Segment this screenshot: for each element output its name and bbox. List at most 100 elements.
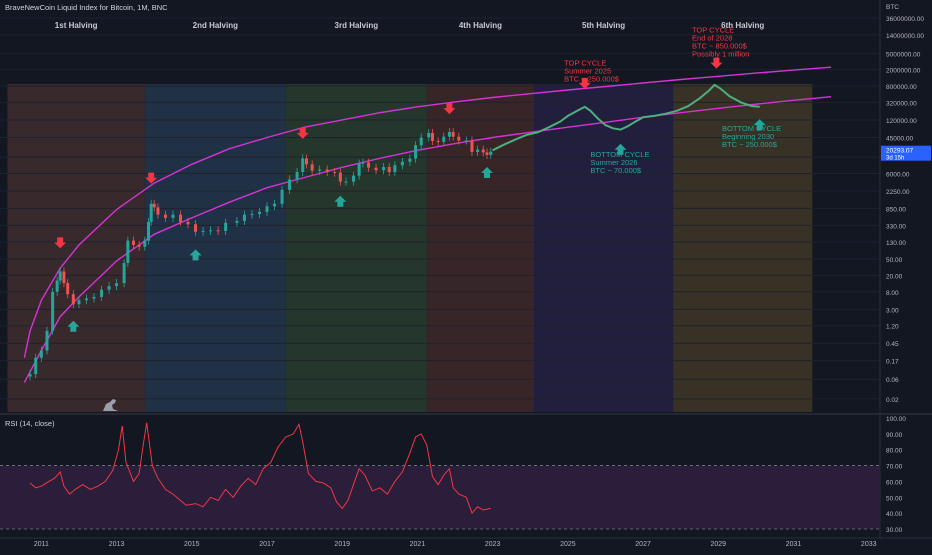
candle-body-44 <box>301 158 305 173</box>
top-arrow-2 <box>145 172 158 184</box>
price-tick-label-1: 14000000.00 <box>886 33 924 40</box>
candle-body-19 <box>132 240 136 245</box>
candle-body-38 <box>257 211 261 215</box>
top-arrow-5 <box>578 77 591 89</box>
annotation-top2028-line-2: End of 2028 <box>692 33 732 42</box>
candle-body-10 <box>71 294 75 305</box>
price-tick-label-22: 0.02 <box>886 397 899 404</box>
annotation-top2028-line-4: Possibly 1 million <box>692 49 750 58</box>
candle-body-9 <box>66 283 70 295</box>
bottom-arrow-6 <box>753 119 766 131</box>
candle-body-34 <box>224 222 228 232</box>
candle-body-45 <box>304 158 308 165</box>
candle-body-64 <box>427 132 431 138</box>
annotation-bottom2030-line-2: Beginning 2030 <box>722 132 774 141</box>
time-tick-label-2017: 2017 <box>259 541 275 548</box>
price-tick-label-14: 50.00 <box>886 257 903 264</box>
candle-body-32 <box>209 230 213 232</box>
candle-body-53 <box>357 163 361 176</box>
price-tick-label-16: 8.00 <box>886 290 899 297</box>
candle-body-49 <box>333 172 337 174</box>
candle-body-36 <box>242 214 246 222</box>
last-price-value: 20293.07 <box>886 148 913 155</box>
candle-body-75 <box>485 152 489 155</box>
halving-zone-6 <box>673 83 813 412</box>
price-tick-label-15: 20.00 <box>886 273 903 280</box>
rsi-tick-label-0: 100.00 <box>886 416 906 423</box>
rsi-tick-label-4: 60.00 <box>886 479 903 486</box>
candle-body-4 <box>45 330 49 351</box>
price-tick-label-19: 0.45 <box>886 341 899 348</box>
annotation-top2025-line-3: BTC ~ 250.000$ <box>564 75 620 84</box>
candle-body-35 <box>235 221 239 223</box>
candle-body-71 <box>464 140 468 142</box>
candle-body-5 <box>51 291 55 331</box>
candle-body-56 <box>374 167 378 171</box>
channel-upper-line <box>23 66 832 358</box>
candle-body-18 <box>126 240 130 264</box>
halving-label-2: 2nd Halving <box>193 21 238 30</box>
candle-body-1 <box>28 374 32 377</box>
candle-body-26 <box>163 214 167 218</box>
candle-body-6 <box>55 280 59 292</box>
rsi-tick-label-3: 70.00 <box>886 464 903 471</box>
candle-body-22 <box>147 221 151 241</box>
annotation-bottom2030-line-1: BOTTOM CYCLE <box>722 124 781 133</box>
candle-body-51 <box>344 181 348 183</box>
candle-body-7 <box>58 271 62 281</box>
price-tick-label-12: 330.00 <box>886 223 906 230</box>
time-tick-label-2033: 2033 <box>861 541 877 548</box>
candle-body-11 <box>77 300 81 305</box>
bottom-arrow-3 <box>334 195 347 207</box>
time-tick-label-2029: 2029 <box>711 541 727 548</box>
price-tick-label-18: 1.20 <box>886 324 899 331</box>
watermark-icon <box>103 399 118 411</box>
rsi-tick-label-2: 80.00 <box>886 448 903 455</box>
candle-body-74 <box>481 149 485 153</box>
price-tick-label-10: 2250.00 <box>886 189 910 196</box>
candle-body-72 <box>470 140 474 152</box>
candle-body-69 <box>451 132 455 137</box>
candle-body-31 <box>201 231 205 233</box>
rsi-band <box>0 465 880 529</box>
annotation-top2028-line-1: TOP CYCLE <box>692 25 734 34</box>
candle-body-28 <box>179 214 183 222</box>
candle-body-27 <box>171 214 175 218</box>
price-tick-label-7: 45000.00 <box>886 135 913 142</box>
candle-body-37 <box>250 214 254 216</box>
candle-body-52 <box>352 175 356 182</box>
rsi-tick-label-5: 50.00 <box>886 495 903 502</box>
candle-body-20 <box>137 244 141 247</box>
candle-body-43 <box>295 172 299 180</box>
candle-body-33 <box>216 230 220 232</box>
time-tick-label-2027: 2027 <box>635 541 651 548</box>
time-tick-label-2011: 2011 <box>34 541 49 548</box>
price-axis-unit: BTC <box>886 4 899 11</box>
time-tick-label-2015: 2015 <box>184 541 200 548</box>
candle-body-30 <box>194 224 198 232</box>
candle-body-62 <box>414 145 418 159</box>
candle-body-67 <box>442 136 446 142</box>
candle-body-63 <box>419 137 423 146</box>
candle-body-70 <box>457 136 461 141</box>
halving-label-4: 4th Halving <box>459 21 502 30</box>
time-tick-label-2021: 2021 <box>410 541 426 548</box>
price-tick-label-3: 2000000.00 <box>886 68 921 75</box>
candle-body-54 <box>361 162 365 164</box>
price-tick-label-13: 130.00 <box>886 240 906 247</box>
annotation-bottom2026-line-1: BOTTOM CYCLE <box>590 150 649 159</box>
projection-path <box>492 83 760 152</box>
time-tick-label-2019: 2019 <box>334 541 350 548</box>
candle-body-3 <box>39 350 43 358</box>
halving-label-1: 1st Halving <box>55 21 98 30</box>
annotation-top2025-line-1: TOP CYCLE <box>564 59 606 68</box>
candle-body-76 <box>489 151 493 155</box>
rsi-tick-label-6: 40.00 <box>886 511 903 518</box>
candle-body-46 <box>310 164 314 171</box>
halving-zone-2 <box>144 83 286 412</box>
candle-body-66 <box>436 140 440 142</box>
price-tick-label-4: 800000.00 <box>886 84 917 91</box>
halving-zone-4 <box>426 83 535 412</box>
